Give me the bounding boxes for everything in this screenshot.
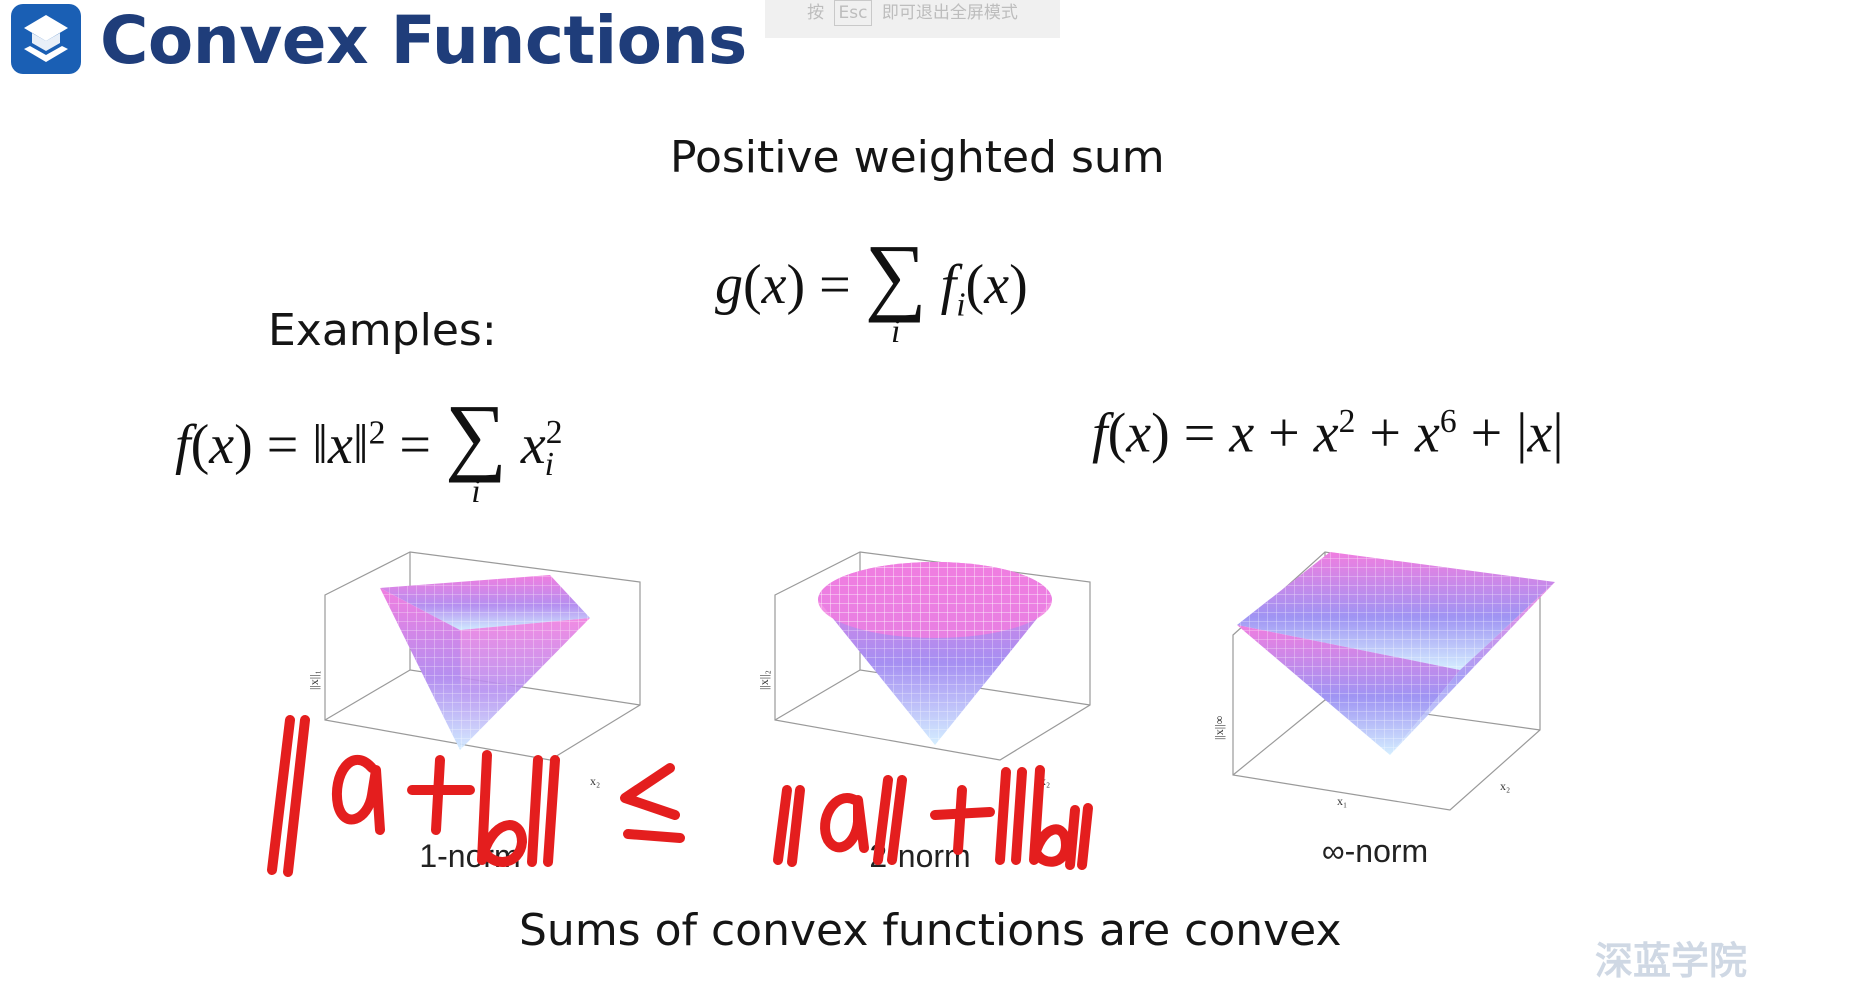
plot-3-surface: [1237, 552, 1555, 755]
plot-3-x1-axis-label: x₁: [1337, 794, 1347, 808]
plot-3-x2-axis-label: x₂: [1500, 779, 1510, 793]
plot-1-surface: [380, 575, 590, 750]
esc-hint-suffix: 即可退出全屏模式: [881, 3, 1018, 23]
plot-1-z-axis-label: ||x||₁: [307, 670, 321, 690]
equation-weighted-sum: g(x) = ∑ i fi(x): [715, 227, 1028, 350]
plot-2-label: 2-norm: [869, 838, 971, 874]
watermark-text: 深蓝学院: [1595, 939, 1748, 983]
plot-inf-norm: ||x||∞ x₁ x₂: [1212, 551, 1555, 811]
equation-squared-norm: f(x) = ‖x‖2 = ∑ i x2i: [175, 387, 563, 510]
esc-hint-prefix: 按: [807, 3, 825, 23]
slide-subtitle: Positive weighted sum: [670, 132, 1165, 183]
plot-2-norm: ||x||₂ x₂: [757, 551, 1091, 788]
examples-label: Examples:: [268, 305, 497, 356]
esc-key-badge[interactable]: Esc: [833, 0, 873, 26]
plot-1-label: 1-norm: [419, 838, 521, 874]
slide-conclusion: Sums of convex functions are convex: [519, 905, 1342, 956]
plot-1-norm: ||x||₁ x₂: [307, 551, 641, 788]
plot-2-surface: [818, 562, 1052, 745]
plot-3-label: ∞-norm: [1321, 833, 1429, 869]
plot-1-x2-axis-label: x₂: [590, 774, 600, 788]
page-title: Convex Functions: [100, 2, 747, 79]
fullscreen-exit-hint: 按 Esc 即可退出全屏模式: [765, 0, 1060, 38]
equation-polynomial-sum: f(x) = x + x2 + x6 + |x|: [1092, 402, 1564, 465]
watermark-logo: 深蓝学院: [1595, 930, 1747, 985]
plot-2-z-axis-label: ||x||₂: [757, 670, 771, 690]
plot-2-x2-axis-label: x₂: [1040, 774, 1050, 788]
plot-3-z-axis-label: ||x||∞: [1212, 716, 1226, 740]
logo-icon: [11, 4, 81, 74]
